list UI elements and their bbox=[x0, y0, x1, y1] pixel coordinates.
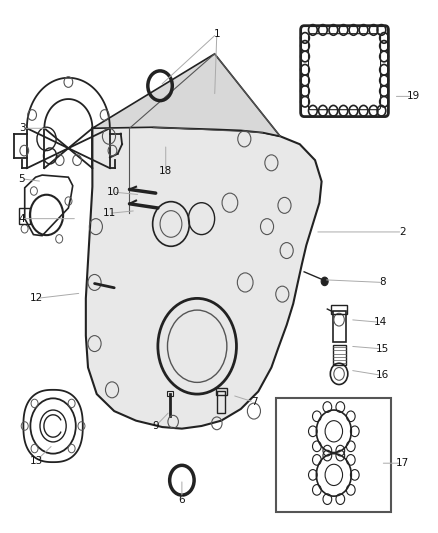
Text: 9: 9 bbox=[152, 421, 159, 431]
Text: 4: 4 bbox=[18, 214, 25, 224]
Text: 18: 18 bbox=[159, 166, 173, 176]
Text: 19: 19 bbox=[406, 91, 420, 101]
Text: 10: 10 bbox=[107, 187, 120, 197]
Bar bbox=[332, 311, 346, 342]
Text: 13: 13 bbox=[30, 456, 43, 465]
Text: 14: 14 bbox=[374, 317, 387, 327]
Bar bbox=[19, 208, 30, 224]
Text: 8: 8 bbox=[379, 278, 386, 287]
Text: 1: 1 bbox=[213, 29, 220, 39]
Bar bbox=[276, 398, 392, 512]
Bar bbox=[333, 345, 346, 365]
Text: 11: 11 bbox=[102, 208, 116, 219]
Polygon shape bbox=[86, 123, 321, 429]
Text: 17: 17 bbox=[396, 458, 409, 468]
Circle shape bbox=[321, 277, 328, 286]
Text: 7: 7 bbox=[251, 397, 257, 407]
Text: 12: 12 bbox=[30, 293, 43, 303]
Text: 2: 2 bbox=[399, 227, 406, 237]
Bar bbox=[167, 391, 173, 396]
Text: 5: 5 bbox=[18, 174, 25, 184]
Text: 16: 16 bbox=[376, 370, 389, 381]
Text: 15: 15 bbox=[376, 344, 389, 354]
Bar bbox=[331, 305, 347, 314]
Bar bbox=[217, 391, 225, 413]
Text: 6: 6 bbox=[179, 495, 185, 505]
Text: 3: 3 bbox=[19, 123, 26, 133]
Polygon shape bbox=[92, 54, 280, 136]
Bar bbox=[215, 387, 227, 395]
